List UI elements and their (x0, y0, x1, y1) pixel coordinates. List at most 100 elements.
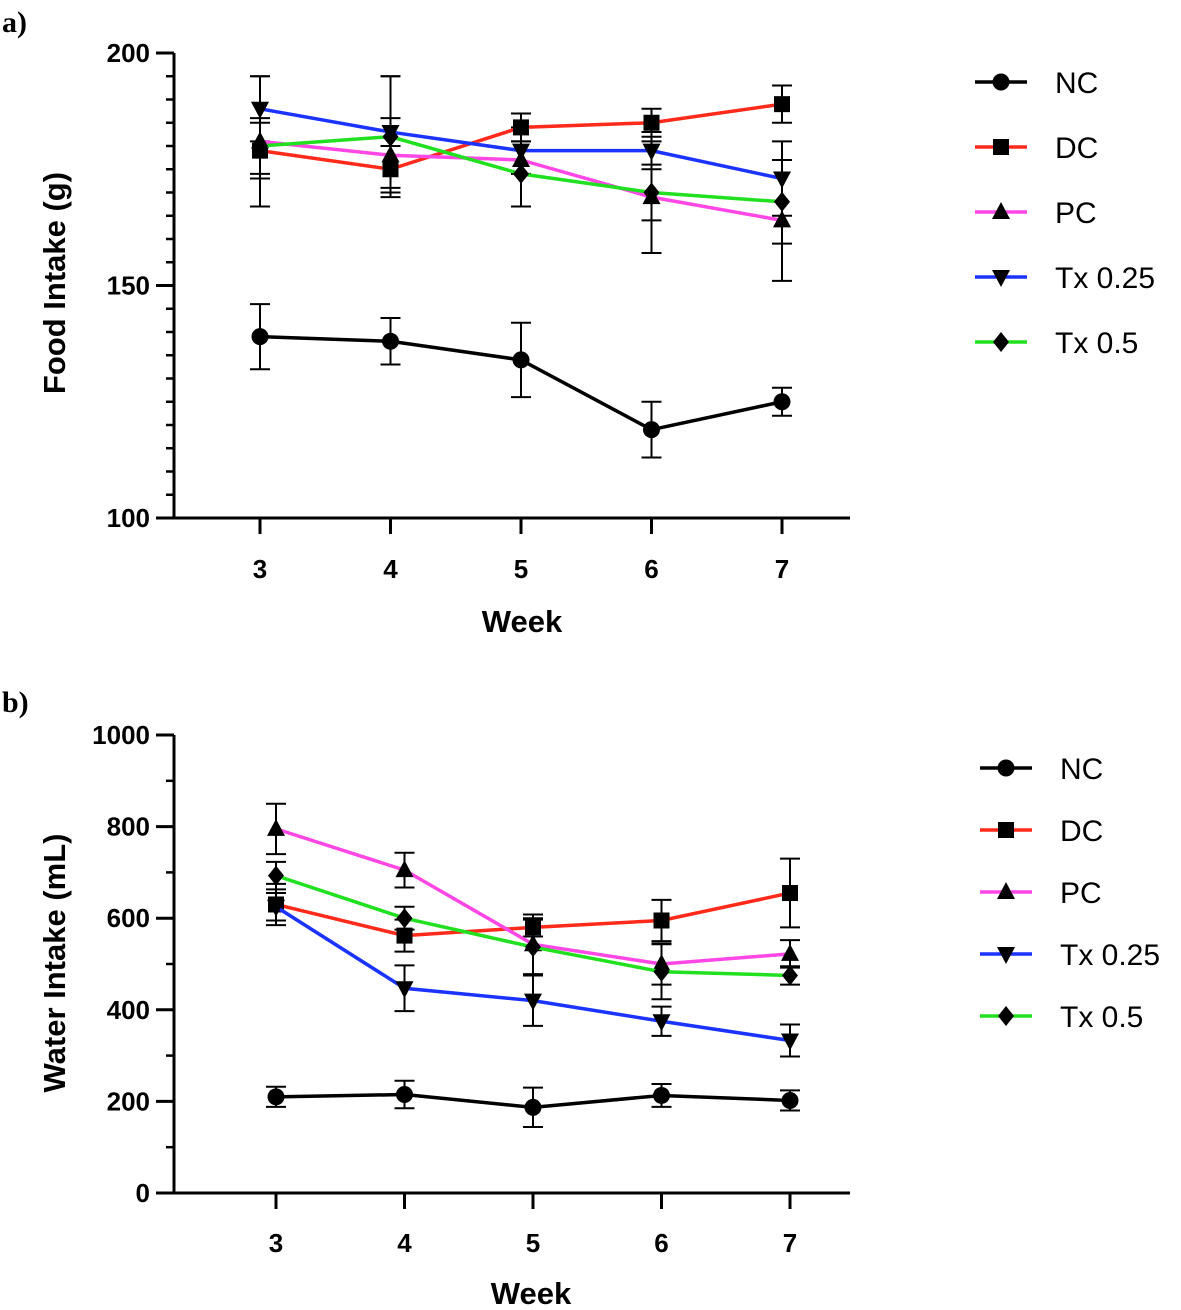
axes: 100 150 200 3 4 5 6 7 (107, 38, 850, 584)
data-point (774, 191, 790, 212)
data-point (525, 919, 541, 936)
y-tick-label: 150 (107, 271, 150, 301)
panel-label: a) (2, 6, 27, 39)
data-point (382, 332, 399, 350)
data-point (395, 860, 414, 878)
data-point (252, 136, 268, 156)
legend-item: DC (975, 132, 1098, 165)
error-bars-nc (250, 303, 792, 459)
x-axis-title: Week (482, 604, 563, 639)
legend-label: Tx 0.25 (1055, 262, 1155, 295)
legend-item: Tx 0.25 (980, 939, 1160, 972)
legend-marker (992, 73, 1010, 91)
data-point (268, 865, 284, 886)
legend-label: DC (1060, 815, 1103, 848)
y-tick-label: 200 (107, 1086, 150, 1116)
legend-label: Tx 0.5 (1055, 327, 1138, 360)
legend-label: NC (1060, 753, 1103, 786)
data-point (395, 981, 414, 999)
legend-marker (992, 202, 1010, 219)
axes: 0 200 400 600 800 1000 3 4 5 6 7 (92, 720, 850, 1258)
data-point (782, 965, 798, 986)
data-point (652, 1014, 671, 1032)
legend-label: NC (1055, 67, 1098, 100)
x-tick-label: 7 (783, 1228, 797, 1258)
x-tick-label: 4 (383, 554, 398, 584)
data-point (781, 1091, 799, 1109)
data-point (773, 393, 791, 411)
legend-item: NC (980, 753, 1103, 786)
data-point (524, 1098, 542, 1116)
x-tick-label: 6 (644, 554, 658, 584)
data-point (642, 143, 661, 161)
data-point (396, 927, 413, 944)
chart-food-intake: a) 100 150 200 3 4 5 6 7 Week Food Intake (g) N… (2, 6, 1155, 639)
data-point (653, 961, 670, 982)
x-tick-label: 4 (397, 1228, 412, 1258)
legend-label: Tx 0.25 (1060, 939, 1160, 972)
data-point (525, 937, 541, 958)
series-layer (266, 802, 800, 1129)
data-point (781, 1033, 799, 1051)
y-tick-label: 1000 (92, 720, 150, 750)
y-tick-label: 800 (107, 812, 150, 842)
legend-marker (993, 139, 1009, 155)
data-point (267, 1088, 285, 1106)
legend-marker (993, 332, 1009, 352)
data-point (513, 119, 529, 136)
legend-marker (992, 270, 1010, 287)
data-point (251, 328, 269, 346)
x-axis-title: Week (491, 1276, 572, 1310)
data-point (381, 145, 400, 163)
legend-marker (998, 1006, 1014, 1026)
data-point (773, 171, 791, 189)
series-layer (250, 75, 792, 459)
data-point (512, 143, 530, 161)
series-tx-05 (268, 865, 798, 986)
legend-marker (998, 822, 1014, 838)
x-tick-label: 3 (269, 1228, 283, 1258)
legend-item: Tx 0.25 (975, 262, 1155, 295)
data-point (773, 210, 791, 228)
series-nc (251, 328, 791, 439)
data-point (267, 899, 285, 917)
data-point (513, 163, 529, 184)
data-point (653, 912, 670, 929)
x-tick-label: 7 (775, 554, 789, 584)
y-tick-label: 0 (136, 1178, 150, 1208)
series-nc (267, 1086, 799, 1116)
legend-label: PC (1060, 877, 1102, 910)
legend-marker (997, 947, 1015, 964)
legend-item: DC (980, 815, 1103, 848)
data-point (782, 885, 798, 902)
y-axis-title: Food Intake (g) (37, 172, 72, 394)
y-tick-label: 200 (107, 38, 150, 68)
legend-marker (997, 759, 1015, 777)
y-tick-label: 600 (107, 903, 150, 933)
data-point (267, 818, 285, 836)
x-tick-label: 3 (253, 554, 267, 584)
legend-marker (997, 882, 1015, 899)
data-point (396, 1086, 413, 1104)
legend-item: Tx 0.5 (980, 1001, 1143, 1034)
data-point (774, 96, 790, 113)
data-point (643, 182, 660, 203)
legend-item: PC (980, 877, 1102, 910)
series-tx-025 (251, 101, 791, 189)
series-tx-05 (252, 126, 790, 212)
legend-label: Tx 0.5 (1060, 1001, 1143, 1034)
data-point (524, 993, 542, 1011)
data-point (643, 114, 660, 131)
legend-label: PC (1055, 197, 1097, 230)
data-point (251, 101, 269, 119)
legend-item: NC (975, 67, 1098, 100)
data-point (512, 351, 530, 369)
legend-label: DC (1055, 132, 1098, 165)
data-point (382, 161, 399, 178)
panel-label: b) (2, 686, 29, 719)
chart-water-intake: b) 0 200 400 600 800 1000 3 4 5 6 7 Week Water Int… (2, 686, 1160, 1310)
legend: NC DC PC Tx 0.25 Tx 0.5 (975, 67, 1155, 360)
data-point (643, 421, 660, 439)
data-point (382, 126, 399, 147)
